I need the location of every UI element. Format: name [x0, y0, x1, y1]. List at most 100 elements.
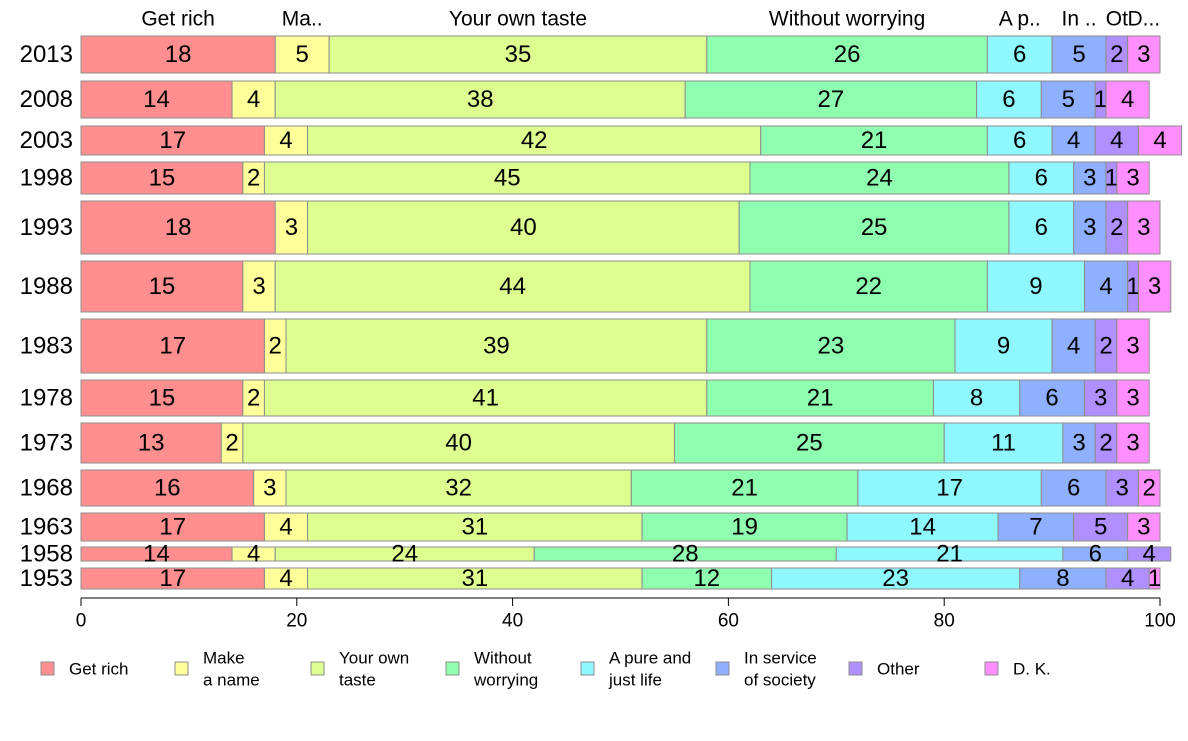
bar-value-label: 12 — [693, 565, 720, 592]
bar-segment — [274, 80, 686, 119]
bar-value-label: 5 — [1062, 86, 1075, 113]
bar-value-label: 3 — [1137, 41, 1150, 68]
bar-segment — [1019, 379, 1085, 417]
bar-segment — [1051, 318, 1096, 374]
bar-value-label: 6 — [1089, 541, 1102, 568]
bar-value-label: 3 — [285, 214, 298, 241]
bar-segment — [846, 512, 999, 542]
bar-value-label: 4 — [279, 514, 292, 541]
bar-value-label: 35 — [505, 41, 532, 68]
bar-row-1963: 1963 17 4 31 19 14 7 5 3 — [20, 512, 1161, 542]
year-label: 1978 — [20, 385, 73, 412]
bar-value-label: 18 — [165, 41, 192, 68]
bar-value-label: 14 — [909, 514, 936, 541]
bar-segment — [1040, 80, 1096, 119]
x-tick-label: 60 — [718, 611, 739, 632]
bar-row-1953: 1953 17 4 31 12 23 8 4 1 — [20, 565, 1162, 592]
bar-segment — [1116, 161, 1150, 195]
bar-row-2008: 2008 14 4 38 27 6 5 1 4 — [20, 80, 1150, 119]
bar-segment — [80, 260, 244, 313]
bar-segment — [80, 379, 244, 417]
bar-segment — [80, 80, 233, 119]
bar-value-label: 40 — [445, 430, 472, 457]
legend-label: Without — [474, 649, 532, 668]
bar-value-label: 3 — [1094, 385, 1107, 412]
bar-segment — [253, 469, 287, 507]
bar-segment — [1116, 318, 1150, 374]
x-axis: 0 20 40 60 80 100 — [76, 597, 1176, 632]
year-label: 1998 — [20, 165, 73, 192]
bar-value-label: 3 — [1126, 430, 1139, 457]
bar-value-label: 6 — [1002, 86, 1015, 113]
legend-item: Get rich — [40, 660, 129, 679]
bar-segment — [760, 125, 988, 156]
bar-segment — [80, 200, 276, 255]
year-label: 1983 — [20, 333, 73, 360]
legend-swatch — [580, 661, 595, 676]
x-tick-label: 40 — [502, 611, 523, 632]
bar-value-label: 24 — [866, 165, 893, 192]
year-label: 2008 — [20, 86, 73, 113]
bar-value-label: 27 — [818, 86, 845, 113]
bar-value-label: 45 — [494, 165, 521, 192]
year-label: 2003 — [20, 127, 73, 154]
bar-value-label: 2 — [247, 165, 260, 192]
x-tick-label: 100 — [1144, 611, 1176, 632]
bar-segment — [1008, 200, 1075, 255]
bar-value-label: 44 — [499, 273, 526, 300]
bar-value-label: 3 — [1083, 165, 1096, 192]
segment-top-label: Ma.. — [282, 8, 323, 31]
bar-segment — [307, 125, 762, 156]
legend-item: D. K. — [984, 660, 1051, 679]
bar-value-label: 4 — [1067, 127, 1080, 154]
segment-top-label: Get rich — [141, 8, 215, 31]
bar-value-label: 42 — [521, 127, 548, 154]
bar-segment — [285, 318, 708, 374]
bar-segment — [274, 35, 330, 74]
bar-value-label: 22 — [855, 273, 882, 300]
legend-swatch — [40, 661, 55, 676]
legend-label: Get rich — [69, 660, 129, 679]
bar-value-label: 4 — [1099, 273, 1112, 300]
bar-value-label: 40 — [510, 214, 537, 241]
bar-value-label: 31 — [461, 565, 488, 592]
bar-value-label: 6 — [1045, 385, 1058, 412]
bar-value-label: 4 — [1153, 127, 1166, 154]
legend-swatch — [848, 661, 863, 676]
legend-label: a name — [203, 671, 260, 690]
x-tick-label: 20 — [286, 611, 307, 632]
bar-value-label: 38 — [467, 86, 494, 113]
bar-row-1993: 1993 18 3 40 25 6 3 2 3 — [20, 200, 1161, 255]
legend-swatch — [310, 661, 325, 676]
legend-label: Your own — [339, 649, 409, 668]
x-tick-label: 80 — [934, 611, 955, 632]
bar-segment — [1127, 35, 1161, 74]
bar-value-label: 3 — [1137, 514, 1150, 541]
bar-segment — [263, 125, 309, 156]
bar-row-1988: 1988 15 3 44 22 9 4 1 3 — [20, 260, 1172, 313]
year-label: 1968 — [20, 475, 73, 502]
bar-segment — [673, 422, 945, 464]
bar-segment — [307, 200, 740, 255]
legend-label: worrying — [473, 671, 538, 690]
bar-value-label: 14 — [143, 86, 170, 113]
bar-value-label: 31 — [461, 514, 488, 541]
bar-segment — [1127, 546, 1172, 562]
legend-label: In service — [744, 649, 817, 668]
bar-segment — [706, 318, 956, 374]
bar-value-label: 4 — [1121, 565, 1134, 592]
bar-value-label: 1 — [1148, 565, 1161, 592]
x-tick-label: 0 — [76, 611, 87, 632]
bar-value-label: 23 — [882, 565, 909, 592]
bar-segment — [932, 379, 1021, 417]
bar-value-label: 17 — [159, 565, 186, 592]
bar-segment — [997, 512, 1075, 542]
legend-swatch — [984, 661, 999, 676]
bar-value-label: 6 — [1035, 165, 1048, 192]
bar-row-1983: 1983 17 2 39 23 9 4 2 3 — [20, 318, 1150, 374]
bar-value-label: 3 — [1072, 430, 1085, 457]
bar-value-label: 17 — [159, 127, 186, 154]
year-label: 1993 — [20, 214, 73, 241]
bar-value-label: 4 — [1121, 86, 1134, 113]
bar-segment — [80, 161, 244, 195]
